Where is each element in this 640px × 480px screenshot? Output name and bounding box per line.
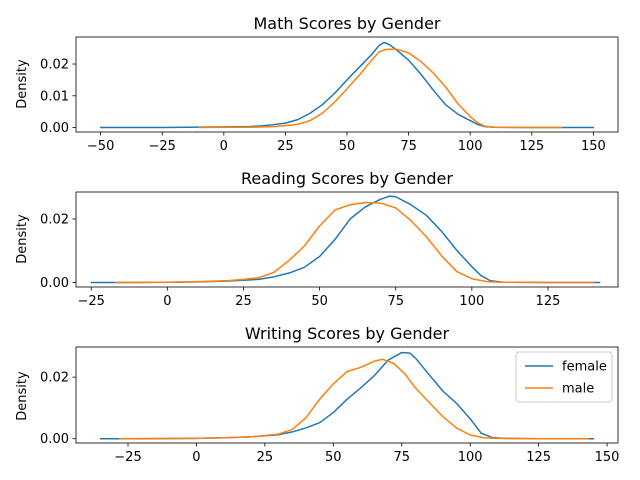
- writing-plot-area: −25 0 25 50 75 100 125 150 0.00 0.02 female male: [40, 346, 620, 465]
- math-x-tick-label: −50: [87, 139, 114, 154]
- math-chart-title: Math Scores by Gender: [253, 14, 440, 33]
- math-plot-area: −50 −25 0 25 50 75 100 125 150 0.00 0.01 0.02: [40, 36, 619, 154]
- math-x-tick-label: 100: [458, 139, 483, 154]
- reading-chart-title: Reading Scores by Gender: [241, 169, 453, 188]
- writing-axes-frame: [75, 346, 619, 444]
- reading-female-line: [90, 195, 601, 284]
- math-x-tick-label: 150: [581, 139, 606, 154]
- subplot-writing: Writing Scores by Gender Density −25 0 25 5…: [15, 324, 619, 465]
- writing-x-tick-label: 100: [458, 450, 483, 465]
- reading-x-tick-label: 50: [311, 294, 328, 309]
- reading-axes-frame: [75, 191, 619, 288]
- writing-y-tick-label: 0.02: [40, 371, 69, 386]
- writing-x-tick-label: 150: [595, 450, 620, 465]
- reading-x-tick-label: 75: [387, 294, 404, 309]
- reading-x-tick-label: −25: [78, 294, 105, 309]
- reading-x-tick-label: 0: [163, 294, 171, 309]
- math-axes-frame: [75, 36, 619, 133]
- writing-x-tick-label: 0: [192, 450, 200, 465]
- math-x-tick-label: −25: [149, 139, 176, 154]
- writing-male-line: [119, 358, 589, 440]
- writing-x-tick-label: 75: [393, 450, 410, 465]
- math-x-tick-label: 50: [339, 139, 356, 154]
- reading-x-tick-label: 25: [235, 294, 252, 309]
- writing-y-tick-label: 0.00: [40, 432, 69, 447]
- writing-x-tick-label: 50: [325, 450, 342, 465]
- writing-chart-title: Writing Scores by Gender: [245, 324, 450, 343]
- writing-x-tick-label: 25: [257, 450, 274, 465]
- reading-y-tick-label: 0.00: [40, 276, 69, 291]
- math-x-tick-label: 0: [220, 139, 228, 154]
- math-y-tick-label: 0.02: [40, 58, 69, 73]
- writing-y-axis-label: Density: [15, 371, 30, 421]
- reading-x-tick-label: 100: [459, 294, 484, 309]
- reading-male-line: [114, 201, 595, 284]
- math-y-tick-label: 0.01: [40, 89, 69, 104]
- math-female-line: [99, 41, 595, 129]
- writing-x-tick-label: 125: [526, 450, 551, 465]
- legend-box: [515, 351, 613, 403]
- math-x-tick-label: 125: [519, 139, 544, 154]
- legend-label-male: male: [562, 382, 594, 397]
- subplot-reading: Reading Scores by Gender Density −25 0 25 5…: [15, 169, 619, 309]
- reading-x-tick-label: 125: [536, 294, 561, 309]
- reading-y-tick-label: 0.02: [40, 213, 69, 228]
- legend: female male: [515, 351, 613, 403]
- math-x-tick-label: 25: [277, 139, 294, 154]
- math-y-tick-label: 0.00: [40, 121, 69, 136]
- subplot-math: Math Scores by Gender Density −50 −25 0 25 5…: [15, 14, 619, 154]
- math-male-line: [198, 48, 563, 129]
- reading-plot-area: −25 0 25 50 75 100 125 0.00 0.02: [40, 191, 619, 309]
- writing-x-tick-label: −25: [114, 450, 141, 465]
- reading-y-axis-label: Density: [15, 214, 30, 264]
- math-x-tick-label: 75: [400, 139, 417, 154]
- math-y-axis-label: Density: [15, 59, 30, 109]
- legend-label-female: female: [562, 360, 607, 375]
